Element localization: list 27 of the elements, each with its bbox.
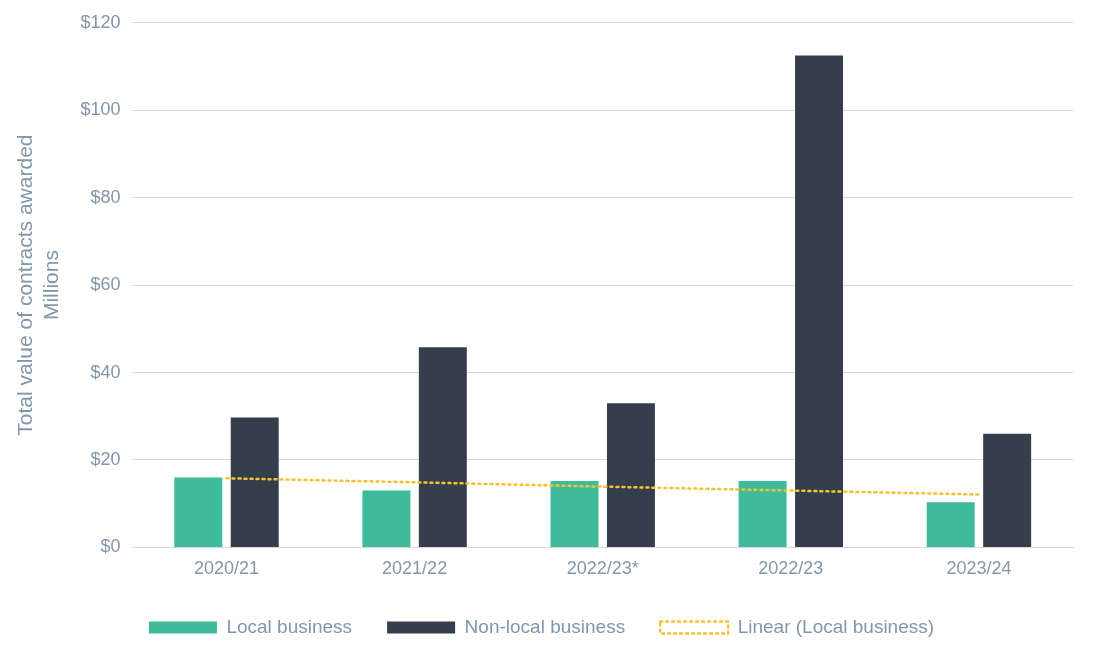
bar (550, 480, 599, 547)
bar (230, 417, 279, 547)
y-axis-title: Total value of contracts awarded Millions (13, 134, 62, 436)
y-tick-label: $20 (90, 448, 121, 469)
legend-label: Local business (226, 615, 353, 637)
y-tick-label: $40 (90, 361, 121, 382)
legend-label: Linear (Local business) (737, 615, 935, 637)
x-tick-label: 2021/22 (382, 558, 448, 579)
bar (926, 502, 975, 547)
bar (795, 55, 844, 547)
bar (983, 433, 1032, 547)
bar (174, 477, 223, 547)
y-tick-label: $0 (100, 536, 121, 557)
bar (606, 403, 655, 547)
y-tick-label: $100 (80, 99, 121, 120)
x-tick-label: 2022/23 (758, 558, 824, 579)
y-tick-label: $120 (80, 11, 121, 32)
legend-label: Non-local business (464, 615, 626, 637)
x-tick-label: 2020/21 (193, 558, 260, 579)
y-tick-label: $80 (90, 186, 121, 207)
bar (738, 480, 787, 547)
x-tick-label: 2023/24 (946, 558, 1012, 579)
y-tick-label: $60 (90, 274, 121, 295)
line-series (225, 477, 981, 496)
bar (418, 347, 467, 547)
x-tick-label: 2022/23* (566, 558, 639, 579)
bar (362, 490, 411, 547)
